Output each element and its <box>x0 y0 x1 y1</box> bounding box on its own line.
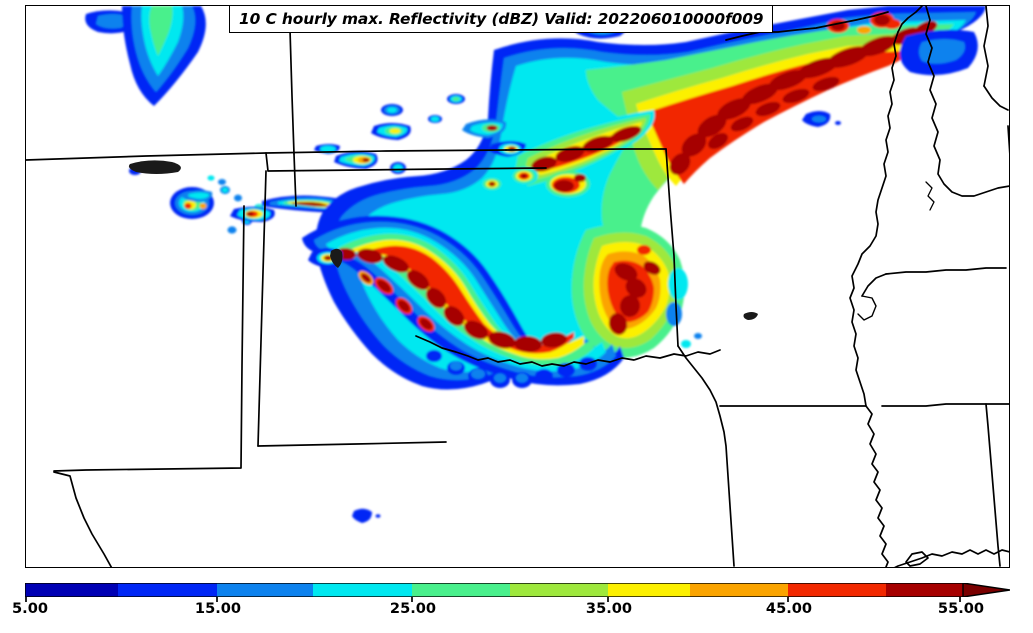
map-plot-svg <box>26 6 1009 567</box>
colorbar-extend-outline <box>962 583 1010 597</box>
colorbar[interactable] <box>25 583 1010 597</box>
colorbar-band-15-20 <box>217 583 313 597</box>
colorbar-band-10-15 <box>118 583 217 597</box>
colorbar-band-30-35 <box>510 583 608 597</box>
colorbar-band-5-10 <box>25 583 118 597</box>
colorbar-svg <box>25 583 1010 597</box>
colorbar-tick-label-55: 55.00 <box>937 600 985 617</box>
colorbar-tick-label-15: 15.00 <box>194 600 242 617</box>
colorbar-band-45-50 <box>788 583 886 597</box>
colorbar-band-50-55 <box>886 583 963 597</box>
colorbar-tick-label-45: 45.00 <box>765 600 813 617</box>
plot-title-box: 10 C hourly max. Reflectivity (dBZ) Vali… <box>229 5 774 33</box>
plot-title-text: 10 C hourly max. Reflectivity (dBZ) Vali… <box>239 10 764 28</box>
colorbar-band-35-40 <box>608 583 690 597</box>
colorbar-tick-marks <box>25 597 961 602</box>
colorbar-band-25-30 <box>412 583 510 597</box>
terrain-features <box>128 160 758 320</box>
state-boundaries <box>26 6 1009 567</box>
colorbar-band-20-25 <box>313 583 412 597</box>
colorbar-tick-label-5: 5.00 <box>11 600 49 617</box>
colorbar-band-40-45 <box>690 583 788 597</box>
map-axes[interactable] <box>25 5 1010 568</box>
colorbar-tick-label-35: 35.00 <box>585 600 633 617</box>
colorbar-tick-label-25: 25.00 <box>389 600 437 617</box>
colorbar-bands <box>25 583 1010 597</box>
colorbar-extend-arrow <box>963 583 1010 597</box>
colorbar-outline <box>25 583 964 597</box>
